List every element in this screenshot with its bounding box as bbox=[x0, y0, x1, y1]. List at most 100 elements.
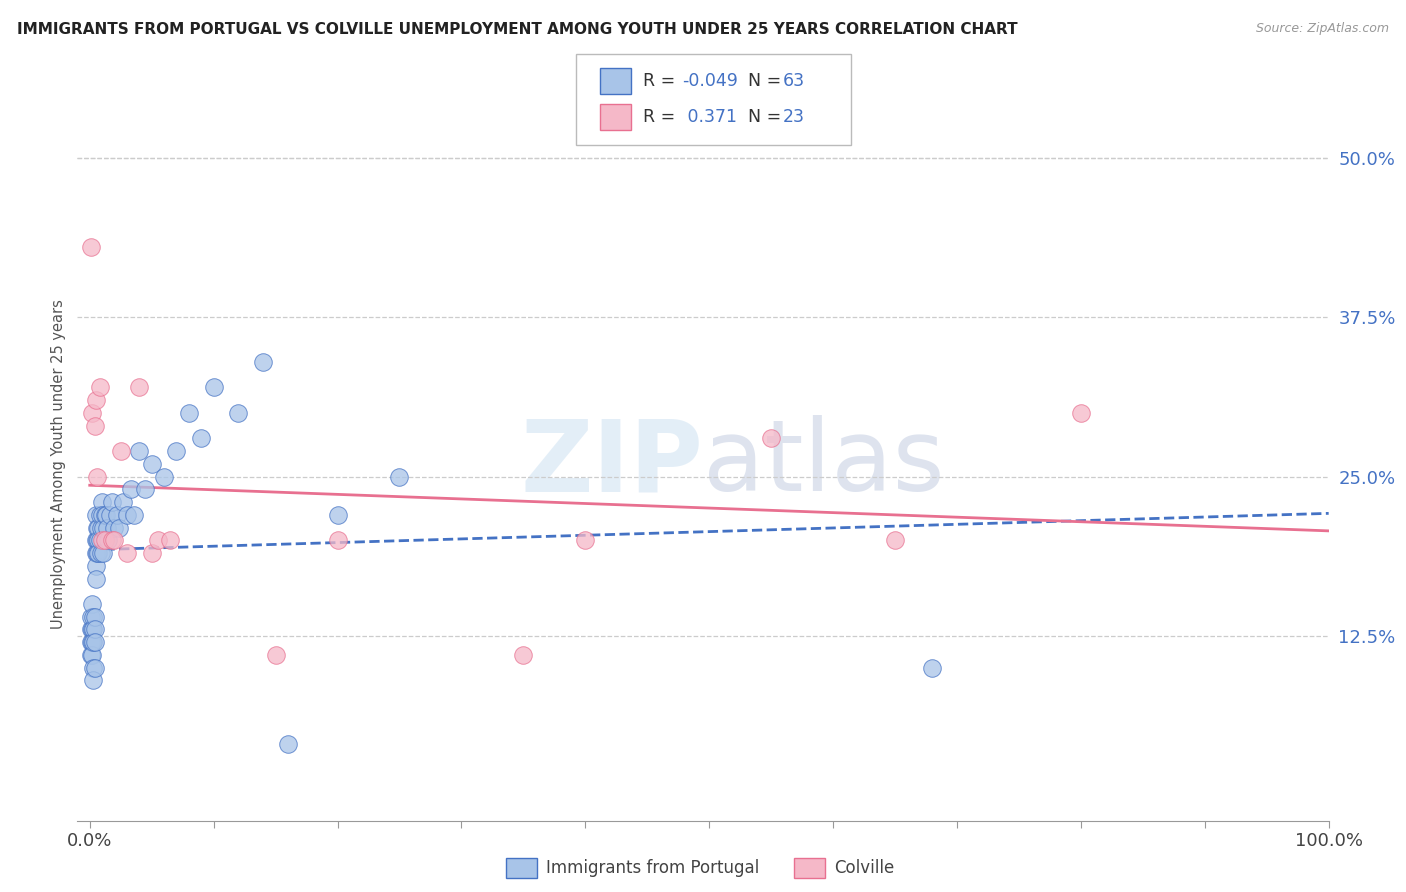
Text: Colville: Colville bbox=[834, 859, 894, 877]
Point bbox=[86, 533, 108, 548]
Point bbox=[80, 240, 103, 254]
Text: R =: R = bbox=[643, 108, 681, 126]
Text: R =: R = bbox=[643, 72, 681, 90]
Point bbox=[128, 444, 150, 458]
Point bbox=[80, 648, 103, 662]
Point bbox=[86, 520, 108, 534]
Text: -0.049: -0.049 bbox=[682, 72, 738, 90]
Point bbox=[326, 533, 349, 548]
Point bbox=[115, 508, 138, 522]
Point bbox=[80, 623, 103, 637]
Point bbox=[82, 406, 104, 420]
Point bbox=[84, 572, 107, 586]
Point bbox=[82, 661, 104, 675]
Point bbox=[93, 520, 115, 534]
Point bbox=[91, 508, 114, 522]
Point bbox=[101, 533, 124, 548]
Point bbox=[82, 635, 104, 649]
Text: 63: 63 bbox=[783, 72, 806, 90]
Point bbox=[105, 508, 128, 522]
Point bbox=[80, 635, 103, 649]
Point bbox=[84, 546, 107, 560]
Point bbox=[264, 648, 287, 662]
Point bbox=[228, 406, 250, 420]
Text: Immigrants from Portugal: Immigrants from Portugal bbox=[546, 859, 759, 877]
Point bbox=[82, 597, 104, 611]
Point bbox=[87, 546, 110, 560]
Point bbox=[141, 457, 163, 471]
Text: Source: ZipAtlas.com: Source: ZipAtlas.com bbox=[1256, 22, 1389, 36]
Point bbox=[98, 508, 121, 522]
Point bbox=[93, 546, 115, 560]
Point bbox=[112, 495, 135, 509]
Text: atlas: atlas bbox=[703, 416, 945, 512]
Point bbox=[82, 623, 104, 637]
Point bbox=[159, 533, 181, 548]
Point bbox=[84, 393, 107, 408]
Point bbox=[326, 508, 349, 522]
Point bbox=[115, 546, 138, 560]
Point bbox=[93, 508, 115, 522]
Point bbox=[134, 483, 156, 497]
Point bbox=[277, 737, 299, 751]
Point bbox=[84, 508, 107, 522]
Point bbox=[93, 533, 115, 548]
Point bbox=[165, 444, 187, 458]
Point bbox=[94, 508, 117, 522]
Point bbox=[89, 380, 111, 394]
Text: ZIP: ZIP bbox=[520, 416, 703, 512]
Point bbox=[146, 533, 169, 548]
Point bbox=[884, 533, 907, 548]
Point bbox=[84, 533, 107, 548]
Y-axis label: Unemployment Among Youth under 25 years: Unemployment Among Youth under 25 years bbox=[51, 299, 66, 629]
Point bbox=[91, 495, 114, 509]
Text: N =: N = bbox=[748, 72, 787, 90]
Point bbox=[83, 623, 105, 637]
Text: 0.371: 0.371 bbox=[682, 108, 737, 126]
Point bbox=[202, 380, 225, 394]
Point bbox=[110, 444, 132, 458]
Point bbox=[103, 533, 125, 548]
Point bbox=[90, 546, 112, 560]
Point bbox=[82, 609, 104, 624]
Point bbox=[82, 673, 104, 688]
Point bbox=[83, 635, 105, 649]
Point bbox=[124, 508, 146, 522]
Point bbox=[141, 546, 163, 560]
Point bbox=[177, 406, 200, 420]
Point bbox=[83, 609, 105, 624]
Point bbox=[921, 661, 943, 675]
Point bbox=[82, 623, 104, 637]
Point bbox=[574, 533, 596, 548]
Point bbox=[87, 520, 110, 534]
Point bbox=[86, 546, 108, 560]
Point bbox=[90, 520, 112, 534]
Point bbox=[97, 533, 120, 548]
Point bbox=[153, 469, 176, 483]
Point bbox=[96, 520, 118, 534]
Point bbox=[83, 661, 105, 675]
Point bbox=[103, 520, 125, 534]
Point bbox=[120, 483, 142, 497]
Point bbox=[128, 380, 150, 394]
Point bbox=[1070, 406, 1092, 420]
Point bbox=[84, 558, 107, 573]
Text: IMMIGRANTS FROM PORTUGAL VS COLVILLE UNEMPLOYMENT AMONG YOUTH UNDER 25 YEARS COR: IMMIGRANTS FROM PORTUGAL VS COLVILLE UNE… bbox=[17, 22, 1018, 37]
Point bbox=[759, 431, 782, 445]
Point bbox=[89, 533, 111, 548]
Point bbox=[252, 355, 274, 369]
Point bbox=[512, 648, 534, 662]
Point bbox=[82, 635, 104, 649]
Text: N =: N = bbox=[748, 108, 787, 126]
Point bbox=[83, 418, 105, 433]
Point bbox=[80, 609, 103, 624]
Point bbox=[91, 533, 114, 548]
Point bbox=[86, 469, 108, 483]
Point bbox=[190, 431, 212, 445]
Point bbox=[87, 533, 110, 548]
Point bbox=[89, 508, 111, 522]
Text: 23: 23 bbox=[783, 108, 806, 126]
Point bbox=[82, 648, 104, 662]
Point bbox=[108, 520, 131, 534]
Point bbox=[101, 495, 124, 509]
